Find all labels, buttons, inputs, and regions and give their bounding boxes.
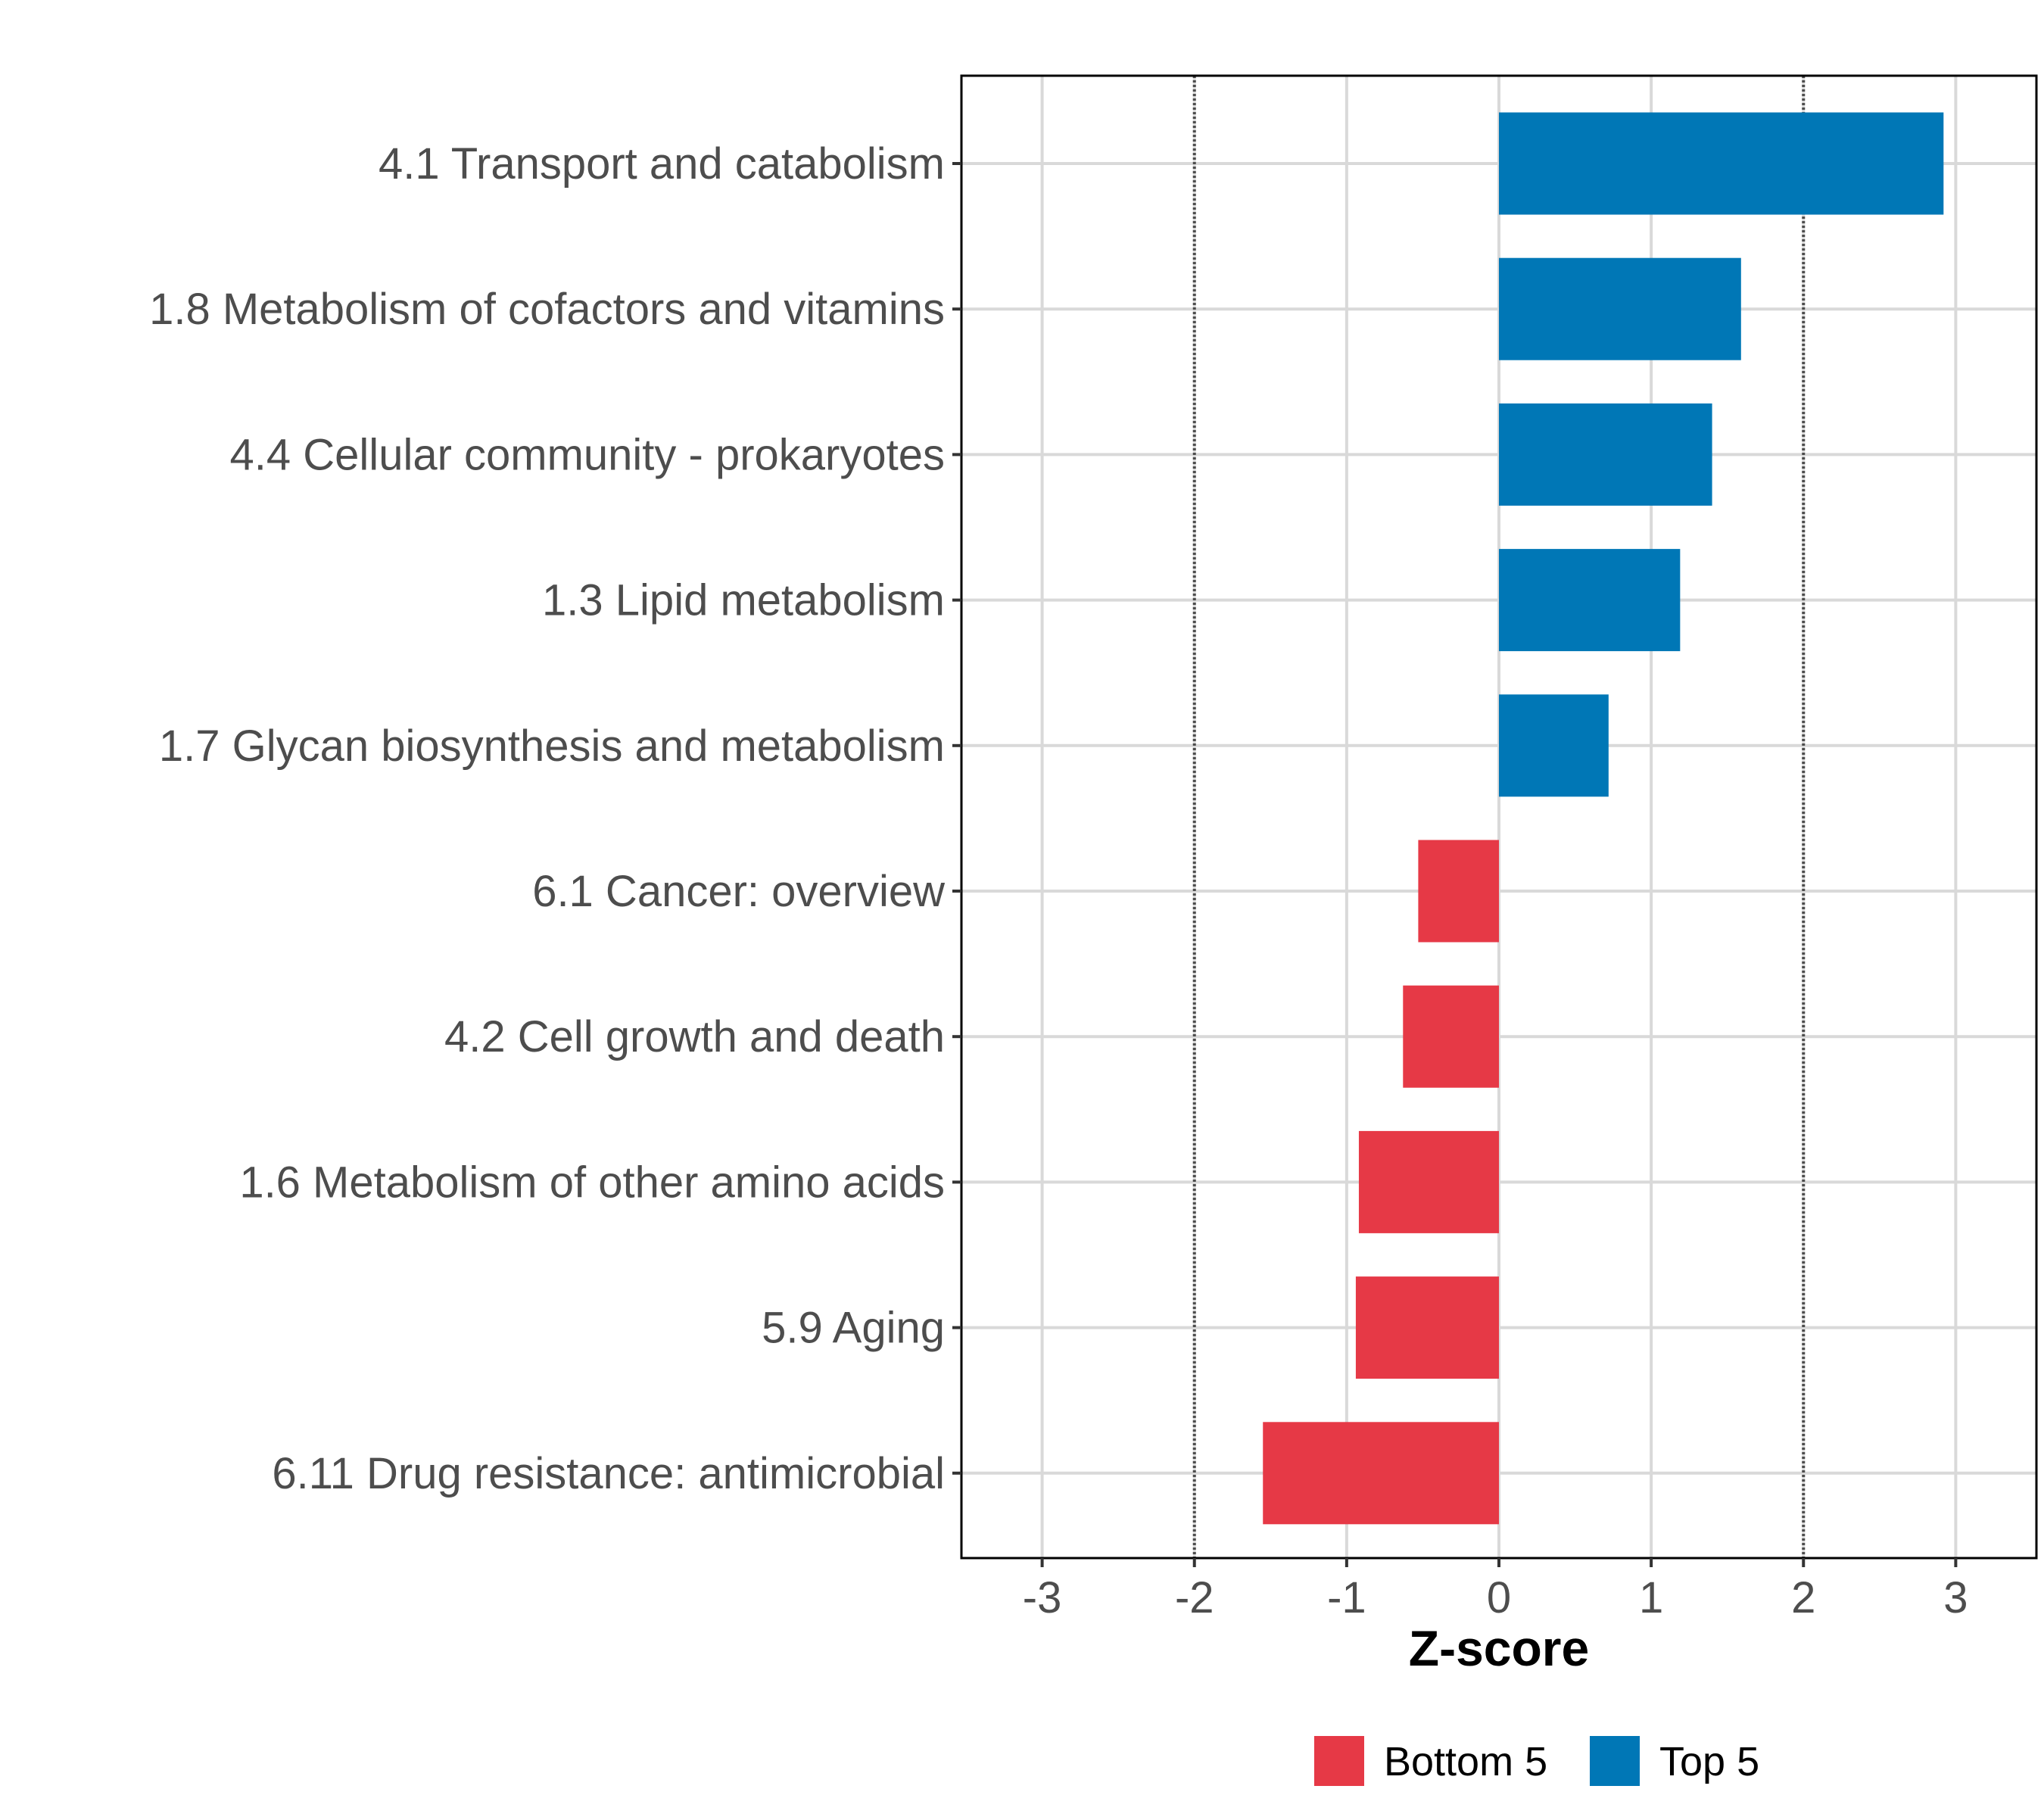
category-label: 1.7 Glycan biosynthesis and metabolism xyxy=(159,722,945,771)
bar xyxy=(1403,985,1499,1088)
category-label: 1.6 Metabolism of other amino acids xyxy=(239,1158,945,1207)
x-tick-label: 2 xyxy=(1791,1573,1815,1622)
bar xyxy=(1499,694,1609,797)
bar xyxy=(1355,1276,1499,1379)
x-axis-title: Z-score xyxy=(1409,1620,1589,1676)
category-label: 1.3 Lipid metabolism xyxy=(542,576,945,625)
bar xyxy=(1358,1130,1499,1233)
category-label: 1.8 Metabolism of cofactors and vitamins xyxy=(149,285,945,334)
category-label: 6.1 Cancer: overview xyxy=(532,867,946,916)
y-axis: 4.1 Transport and catabolism 1.8 Metaboli… xyxy=(149,139,961,1498)
x-tick-label: 1 xyxy=(1639,1573,1663,1622)
bar xyxy=(1499,257,1741,360)
legend: Bottom 5 Top 5 xyxy=(1314,1736,1759,1786)
x-axis: -3 -2 -1 0 1 2 3 xyxy=(1023,1558,1968,1622)
legend-key xyxy=(1590,1736,1640,1786)
category-label: 5.9 Aging xyxy=(762,1304,945,1353)
category-label: 6.11 Drug resistance: antimicrobial xyxy=(272,1449,945,1498)
bar xyxy=(1263,1422,1499,1525)
x-tick-label: 0 xyxy=(1487,1573,1511,1622)
bar xyxy=(1499,549,1681,652)
bar xyxy=(1499,403,1712,506)
category-label: 4.2 Cell growth and death xyxy=(444,1012,945,1061)
legend-label: Bottom 5 xyxy=(1384,1739,1547,1784)
legend-key xyxy=(1314,1736,1364,1786)
x-tick-label: -2 xyxy=(1175,1573,1214,1622)
reference-lines xyxy=(1192,76,1806,1558)
x-tick-label: -1 xyxy=(1327,1573,1366,1622)
x-tick-label: 3 xyxy=(1943,1573,1968,1622)
category-label: 4.1 Transport and catabolism xyxy=(379,139,945,189)
category-label: 4.4 Cellular community - prokaryotes xyxy=(230,430,945,479)
legend-label: Top 5 xyxy=(1659,1739,1759,1784)
bars xyxy=(1263,112,1944,1525)
bar xyxy=(1499,112,1944,215)
bar xyxy=(1418,840,1499,943)
x-tick-label: -3 xyxy=(1023,1573,1062,1622)
